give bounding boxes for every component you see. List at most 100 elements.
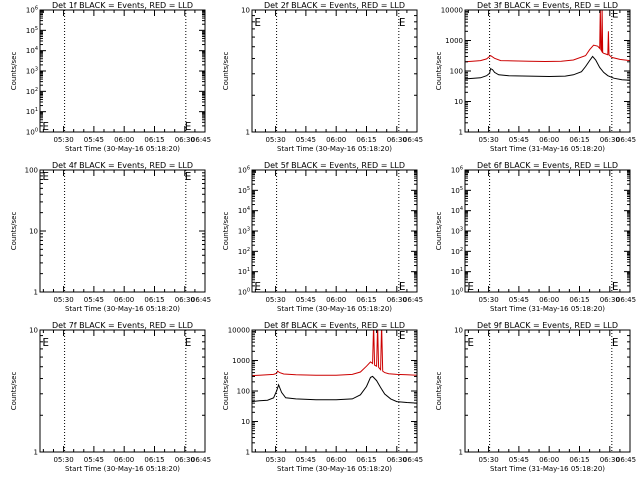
x-tick-label: 06:00 [114, 296, 134, 304]
y-tick-label: 1000 [232, 357, 250, 365]
y-tick-label: 101 [451, 267, 463, 276]
y-tick-label: 10000 [228, 327, 250, 335]
panel-det-5: Det 5f BLACK = Events, RED = LLD 100 101 10… [222, 161, 423, 313]
y-tick-label: 100 [451, 288, 463, 297]
x-tick-label: 06:30 [175, 296, 195, 304]
series-line-lld [252, 330, 417, 377]
x-tick-label: 05:45 [296, 456, 316, 464]
e-marker: E [612, 280, 619, 293]
panel-title: Det 8f BLACK = Events, RED = LLD [264, 321, 405, 330]
y-tick-label: 102 [238, 247, 250, 256]
plot-frame [251, 9, 418, 133]
panel-det-7: Det 7f BLACK = Events, RED = LLD 1 10 05:30… [10, 321, 211, 473]
e-marker: E [42, 336, 49, 349]
y-tick-label: 1 [459, 449, 463, 457]
panel-title: Det 9f BLACK = Events, RED = LLD [477, 321, 618, 330]
e-marker: E [399, 329, 406, 342]
y-axis-label: Counts/sec [222, 372, 230, 411]
y-tick-label: 103 [451, 227, 463, 236]
y-axis-label: Counts/sec [10, 212, 18, 251]
panel-title: Det 1f BLACK = Events, RED = LLD [52, 1, 193, 10]
x-tick-label: 06:00 [114, 456, 134, 464]
x-axis-label: Start Time (30-May-16 05:18:20) [277, 305, 392, 313]
y-tick-label: 101 [238, 267, 250, 276]
y-axis-label: Counts/sec [435, 52, 443, 91]
x-tick-label: 05:30 [53, 296, 73, 304]
x-tick-label: 06:30 [600, 136, 620, 144]
y-tick-label: 1000 [445, 37, 463, 45]
x-tick-label: 06:15 [569, 456, 589, 464]
e-marker: E [467, 280, 474, 293]
x-axis-label: Start Time (30-May-16 05:18:20) [277, 465, 392, 473]
x-tick-label: 06:30 [387, 136, 407, 144]
e-marker: E [185, 170, 192, 183]
plot-frame [464, 329, 631, 453]
x-tick-label: 06:15 [356, 136, 376, 144]
y-tick-label: 102 [26, 87, 38, 96]
y-tick-label: 101 [26, 107, 38, 116]
panel-det-2: Det 2f BLACK = Events, RED = LLD 1 10 05:30… [222, 1, 423, 153]
x-tick-label: 06:15 [569, 296, 589, 304]
panel-det-1: Det 1f BLACK = Events, RED = LLD 100 101 10… [10, 1, 211, 153]
x-tick-label: 05:30 [53, 136, 73, 144]
x-tick-label: 06:30 [387, 456, 407, 464]
y-axis-label: Counts/sec [10, 372, 18, 411]
x-tick-label: 06:00 [326, 296, 346, 304]
y-tick-label: 106 [451, 166, 463, 175]
x-tick-label: 06:00 [326, 136, 346, 144]
y-tick-label: 102 [451, 247, 463, 256]
y-axis-label: Counts/sec [435, 212, 443, 251]
x-tick-label: 06:45 [191, 456, 211, 464]
panel-title: Det 3f BLACK = Events, RED = LLD [477, 1, 618, 10]
x-tick-label: 06:30 [387, 296, 407, 304]
e-marker: E [612, 336, 619, 349]
y-tick-label: 104 [26, 46, 38, 55]
x-tick-label: 06:45 [191, 296, 211, 304]
e-marker: E [399, 280, 406, 293]
y-tick-label: 105 [26, 26, 38, 35]
x-tick-label: 06:15 [144, 296, 164, 304]
y-tick-label: 1 [459, 129, 463, 137]
x-tick-label: 05:30 [478, 296, 498, 304]
x-tick-label: 05:30 [478, 456, 498, 464]
x-tick-label: 06:30 [175, 456, 195, 464]
e-marker: E [42, 120, 49, 133]
x-tick-label: 05:30 [478, 136, 498, 144]
x-axis-label: Start Time (30-May-16 05:18:20) [65, 465, 180, 473]
x-tick-label: 06:15 [144, 136, 164, 144]
x-tick-label: 06:30 [600, 456, 620, 464]
plot-frame [39, 329, 206, 453]
y-tick-label: 100 [237, 388, 250, 396]
y-tick-label: 1 [34, 449, 38, 457]
y-tick-label: 10 [29, 327, 38, 335]
panel-det-9: Det 9f BLACK = Events, RED = LLD 1 10 05:30… [435, 321, 636, 473]
x-tick-label: 05:45 [84, 136, 104, 144]
y-tick-label: 10 [241, 7, 250, 15]
x-tick-label: 06:45 [616, 296, 636, 304]
x-axis-label: Start Time (31-May-16 05:18:20) [490, 305, 605, 313]
y-tick-label: 10 [241, 418, 250, 426]
x-tick-label: 06:00 [326, 456, 346, 464]
x-tick-label: 06:30 [600, 296, 620, 304]
panel-det-3: Det 3f BLACK = Events, RED = LLD 1 10 100 10… [435, 1, 636, 153]
x-tick-label: 06:15 [356, 296, 376, 304]
series-line-lld [465, 10, 630, 63]
e-marker: E [399, 16, 406, 29]
x-tick-label: 05:45 [509, 296, 529, 304]
x-tick-label: 05:30 [265, 456, 285, 464]
y-tick-label: 10 [454, 327, 463, 335]
x-tick-label: 06:15 [356, 456, 376, 464]
x-tick-label: 06:00 [114, 136, 134, 144]
x-tick-label: 06:45 [403, 296, 423, 304]
e-marker: E [467, 336, 474, 349]
y-axis-label: Counts/sec [222, 52, 230, 91]
x-tick-label: 05:45 [84, 456, 104, 464]
e-marker: E [42, 170, 49, 183]
y-tick-label: 104 [451, 206, 463, 215]
y-tick-label: 100 [238, 288, 250, 297]
y-tick-label: 1 [34, 289, 38, 297]
x-axis-label: Start Time (30-May-16 05:18:20) [65, 145, 180, 153]
y-axis-label: Counts/sec [435, 372, 443, 411]
e-marker: E [185, 120, 192, 133]
